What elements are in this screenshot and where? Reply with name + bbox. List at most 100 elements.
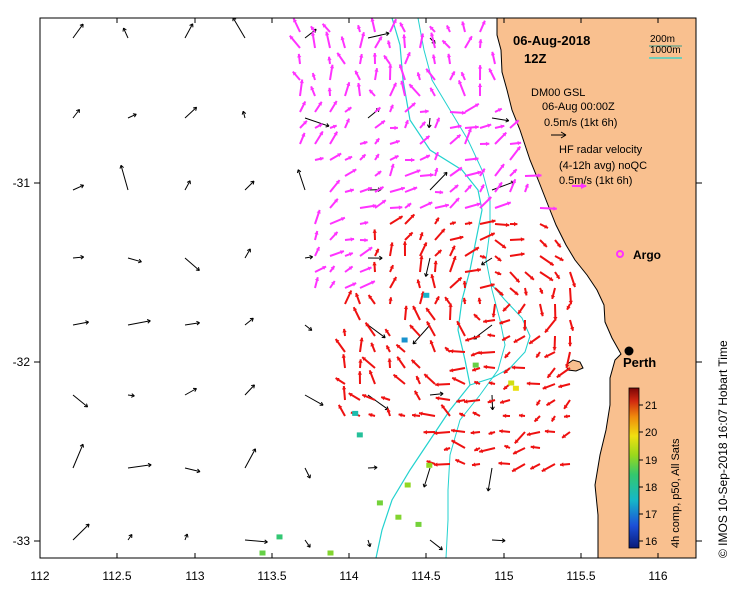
radar-arrow-offshore-head [375, 138, 380, 143]
radar-arrow-offshore-head [476, 202, 481, 207]
radar-arrow-offshore-head [367, 266, 372, 271]
radar-legend-scale: 0.5m/s (1kt 6h) [559, 175, 632, 187]
radar-arrow-shelf-head [338, 404, 343, 409]
map-hour: 12Z [524, 51, 546, 66]
radar-arrow-shelf-head [445, 347, 449, 352]
sst-pixel [508, 380, 515, 386]
radar-arrow-shelf-head [419, 255, 424, 260]
sst-pixel [472, 362, 479, 368]
radar-arrow-offshore-head [340, 36, 345, 41]
x-tick-115-5: 115.5 [566, 569, 595, 583]
radar-arrow-offshore-head [478, 65, 483, 69]
radar-arrow-offshore-head [512, 169, 517, 174]
model-arrow-shaft [304, 394, 324, 406]
radar-arrow-offshore-head [461, 72, 465, 77]
model-arrow-head [308, 326, 313, 331]
model-arrow-head [196, 468, 201, 474]
radar-arrow-shelf-head [470, 430, 475, 435]
radar-arrow-offshore-head [375, 154, 379, 159]
model-arrow-head [426, 124, 432, 129]
radar-arrow-shelf-head [414, 390, 419, 395]
model-arrow-shaft [72, 523, 90, 541]
radar-arrow-shelf-head [536, 401, 541, 406]
model-arrow-shaft [244, 539, 268, 543]
radar-arrow-shelf-head [445, 297, 449, 302]
radar-arrow-offshore-head [325, 31, 330, 36]
model-arrow-head [306, 543, 311, 548]
radar-arrow-offshore-head [446, 53, 452, 58]
radar-arrow-offshore-head [477, 83, 483, 87]
model-arrow-shaft [127, 464, 152, 469]
x-axis: 112 112.5 113 113.5 114 114.5 115 115.5 … [30, 18, 668, 583]
radar-arrow-offshore-head [372, 203, 377, 209]
radar-arrow-shelf-head [342, 328, 347, 333]
radar-arrow-shelf-head [558, 384, 563, 389]
model-legend-time: 06-Aug 00:00Z [542, 101, 615, 113]
radar-arrow-offshore-head [334, 198, 338, 203]
radar-arrow-shelf-head [534, 417, 539, 422]
radar-arrow-shelf-head [477, 297, 482, 302]
model-arrow-shaft [304, 256, 313, 259]
radar-arrow-shelf-head [423, 242, 427, 247]
radar-arrow-shelf-head [498, 461, 502, 466]
radar-arrow-offshore-head [457, 124, 462, 129]
radar-arrow-shelf-head [353, 307, 358, 312]
radar-arrow-shelf-head [355, 293, 360, 297]
radar-arrow-offshore-head [348, 266, 353, 271]
radar-arrow-offshore-head [318, 123, 323, 128]
radar-arrow-offshore-head [477, 170, 482, 175]
radar-arrow-offshore-head [319, 156, 324, 161]
radar-arrow-shelf-head [515, 278, 520, 283]
radar-arrow-shelf-head [513, 338, 518, 343]
radar-arrow-shelf-head [474, 247, 479, 251]
model-arrow-shaft [297, 169, 306, 191]
model-arrow-shaft [72, 321, 89, 326]
model-arrow-head [264, 539, 268, 545]
radar-arrow-shelf-head [499, 429, 503, 434]
model-arrow-shaft [367, 467, 378, 469]
radar-arrow-offshore-head [420, 33, 425, 38]
radar-arrow-offshore-head [404, 120, 409, 124]
radar-arrow-offshore-head [327, 87, 332, 92]
model-arrow-head [424, 273, 429, 277]
radar-arrow-shelf-head [504, 369, 508, 374]
radar-arrow-offshore-head [297, 53, 302, 58]
radar-arrow-offshore-head [455, 198, 460, 202]
radar-arrow-shelf-head [389, 265, 394, 269]
sst-pixel [423, 292, 430, 298]
radar-arrow-offshore-head [331, 281, 335, 285]
radar-arrow-shelf-head [456, 321, 461, 326]
radar-arrow-offshore-head [497, 108, 502, 112]
radar-arrow-offshore-head [429, 26, 434, 31]
radar-arrow-shelf-head [375, 248, 379, 253]
radar-arrow-offshore-head [314, 231, 319, 235]
model-arrow-shaft [244, 248, 251, 259]
radar-arrow-offshore-head [524, 183, 529, 188]
radar-arrow-shelf-head [564, 404, 568, 409]
radar-arrow-shelf-head [539, 289, 544, 294]
model-arrow-shaft [491, 181, 515, 191]
radar-arrow-offshore-head [352, 169, 357, 173]
radar-arrow-offshore-head [299, 79, 304, 84]
radar-arrow-offshore-head [395, 139, 400, 144]
model-arrow-head [481, 261, 485, 266]
radar-arrow-shelf-head [497, 271, 502, 276]
radar-arrow-shelf-head [368, 413, 373, 418]
model-current-arrows [72, 18, 515, 551]
radar-arrow-shelf-head [570, 326, 575, 331]
radar-arrow-shelf-head [544, 224, 548, 229]
model-arrow-head [373, 465, 378, 470]
radar-arrow-shelf-head [403, 305, 409, 310]
model-arrow-shaft [423, 467, 431, 488]
radar-arrow-offshore-head [553, 206, 557, 211]
radar-arrow-offshore-head [457, 167, 462, 172]
radar-arrow-shelf-head [505, 222, 510, 228]
radar-arrow-shelf-head [368, 370, 373, 375]
radar-arrow-shelf-head [359, 337, 364, 342]
radar-arrow-shelf-head [541, 467, 546, 472]
radar-arrow-shelf-head [456, 398, 460, 404]
model-arrow-head [306, 474, 311, 479]
radar-arrow-shelf-head [444, 446, 448, 451]
radar-arrow-offshore-head [416, 72, 421, 77]
radar-arrow-shelf-head [412, 413, 416, 418]
